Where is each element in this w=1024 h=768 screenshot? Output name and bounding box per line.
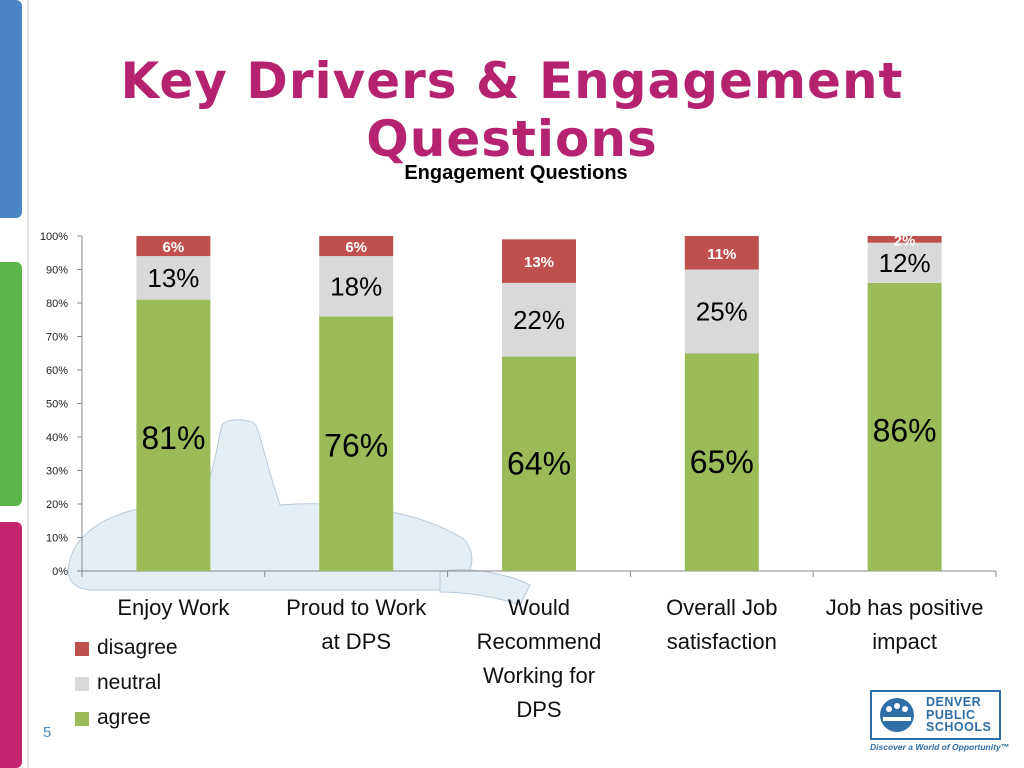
- y-tick-label: 90%: [46, 265, 68, 277]
- bar-agree: [319, 316, 394, 571]
- bar-label-disagree: 13%: [524, 254, 554, 271]
- bar-agree: [136, 299, 211, 571]
- side-accent-magenta: [0, 522, 22, 768]
- legend-swatch-agree: [75, 712, 89, 726]
- y-tick-label: 100%: [40, 231, 68, 243]
- bar-labels: 81% 13% 6% 76% 18% 6% 64% 22% 13% 65% 25% 11% 86% 12%…: [141, 232, 936, 481]
- category-label: Enjoy Work: [117, 595, 230, 620]
- y-tick-label: 40%: [46, 432, 68, 444]
- bar-agree: [684, 353, 759, 571]
- bar-label-agree: 64%: [507, 446, 571, 482]
- bar-neutral: [502, 282, 576, 357]
- logo-wordmark: DENVER PUBLIC SCHOOLS: [926, 696, 991, 734]
- bar-label-disagree: 2%: [894, 232, 916, 249]
- category-label-line: Recommend: [477, 629, 602, 654]
- legend-swatch-neutral: [75, 677, 89, 691]
- y-tick-label: 20%: [46, 499, 68, 511]
- bar-label-disagree: 6%: [163, 239, 185, 256]
- category-label-line: Proud to Work: [286, 595, 427, 620]
- legend-label-disagree: disagree: [97, 636, 178, 659]
- y-tick-label: 60%: [46, 365, 68, 377]
- bar-neutral: [319, 256, 394, 317]
- y-tick-label: 0%: [52, 566, 68, 578]
- bars: [136, 236, 942, 571]
- dps-logo: DENVER PUBLIC SCHOOLS Discover a World o…: [870, 690, 1009, 756]
- y-tick-label: 50%: [46, 399, 68, 411]
- bar-label-neutral: 13%: [147, 263, 199, 293]
- bar-neutral: [684, 269, 759, 354]
- bar-label-neutral: 25%: [696, 296, 748, 326]
- legend-swatch-disagree: [75, 642, 89, 656]
- category-label-line: Enjoy Work: [117, 595, 230, 620]
- category-label-line: Working for: [483, 663, 595, 688]
- category-label-line: Job has positive: [826, 595, 984, 620]
- bar-neutral: [867, 242, 942, 283]
- category-label: Job has positive impact: [826, 595, 984, 654]
- logo-emblem-icon: [880, 698, 914, 732]
- bar-agree: [867, 282, 942, 571]
- category-label-line: satisfaction: [667, 629, 777, 654]
- bar-disagree: [319, 236, 394, 257]
- category-label-line: DPS: [516, 697, 561, 722]
- y-tick-label: 30%: [46, 466, 68, 478]
- logo-tagline: Discover a World of Opportunity™: [870, 742, 1010, 752]
- bar-disagree: [684, 236, 759, 270]
- category-label: Overall Job satisfaction: [666, 595, 777, 654]
- bar-label-neutral: 12%: [879, 248, 931, 278]
- side-divider: [27, 0, 29, 768]
- logo-line-3: SCHOOLS: [926, 720, 992, 734]
- bar-label-disagree: 6%: [345, 239, 367, 256]
- logo-line-1: DENVER: [926, 695, 982, 709]
- bar-label-agree: 76%: [324, 427, 388, 463]
- bar-label-neutral: 18%: [330, 271, 382, 301]
- category-label: Proud to Work at DPS: [286, 595, 427, 654]
- bar-agree: [502, 356, 576, 571]
- category-label-line: Overall Job: [666, 595, 777, 620]
- bar-disagree: [867, 236, 942, 243]
- category-label: Would Recommend Working for DPS: [477, 595, 602, 722]
- bar-neutral: [136, 256, 211, 300]
- bar-disagree: [136, 236, 211, 257]
- y-axis: 0% 10% 20% 30% 40% 50% 60% 70% 80% 90% 100%: [40, 231, 83, 578]
- category-label-line: impact: [872, 629, 937, 654]
- page-number: 5: [43, 724, 52, 741]
- bar-label-agree: 81%: [141, 420, 205, 456]
- bar-label-disagree: 11%: [707, 246, 736, 263]
- logo-box: DENVER PUBLIC SCHOOLS: [870, 690, 1001, 740]
- chart-title: Engagement Questions: [404, 162, 627, 184]
- side-accent-green: [0, 262, 22, 506]
- side-accent-blue: [0, 0, 22, 218]
- slide-title: Key Drivers & Engagement Questions: [120, 52, 904, 168]
- y-tick-label: 80%: [46, 298, 68, 310]
- category-labels: Enjoy Work Proud to Work at DPS Would Recomm…: [117, 595, 983, 722]
- bar-label-neutral: 22%: [513, 305, 565, 335]
- legend-label-neutral: neutral: [97, 671, 162, 694]
- background-watermark-tail: [439, 569, 531, 606]
- bar-label-agree: 86%: [873, 412, 937, 448]
- category-label-line: at DPS: [321, 629, 391, 654]
- bar-label-agree: 65%: [690, 444, 754, 480]
- bar-disagree: [502, 239, 576, 283]
- logo-line-2: PUBLIC: [926, 707, 976, 722]
- background-watermark: [67, 419, 473, 591]
- y-tick-label: 10%: [46, 533, 68, 545]
- y-tick-label: 70%: [46, 332, 68, 344]
- category-label-line: Would: [508, 595, 570, 620]
- legend-label-agree: agree: [97, 706, 151, 729]
